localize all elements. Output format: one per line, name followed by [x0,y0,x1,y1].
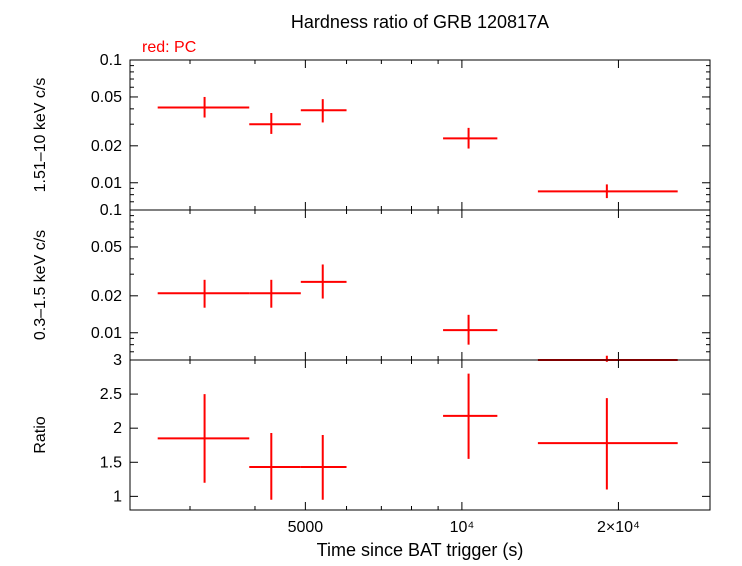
data-point-soft_band-0 [158,280,250,308]
ytick-label: 0.1 [100,52,122,69]
panel-frame-soft_band [130,210,710,360]
data-point-soft_band-3 [443,315,497,345]
ytick-label: 0.02 [91,288,122,305]
panel-frame-ratio [130,360,710,510]
ytick-label: 1.5 [100,454,122,471]
xtick-label: 10⁴ [450,519,475,536]
data-point-soft_band-4 [538,356,678,362]
data-point-hard_band-0 [158,97,250,118]
legend-annotation: red: PC [142,39,196,56]
ytick-label: 2.5 [100,386,122,403]
data-point-hard_band-2 [301,99,347,122]
data-point-ratio-2 [301,435,347,500]
chart-title: Hardness ratio of GRB 120817A [291,12,549,32]
ytick-label: 3 [113,352,122,369]
data-point-ratio-1 [249,433,301,500]
ytick-label: 0.01 [91,175,122,192]
data-point-hard_band-3 [443,128,497,149]
data-point-ratio-4 [538,398,678,489]
data-point-hard_band-1 [249,113,301,134]
hardness-ratio-chart: Hardness ratio of GRB 120817A red: PC 0.01… [0,0,742,566]
data-point-soft_band-2 [301,264,347,298]
ylabel-hard_band: 1.51–10 keV c/s [32,78,49,193]
ytick-label: 0.02 [91,138,122,155]
ytick-label: 0.05 [91,239,122,256]
ytick-label: 0.05 [91,89,122,106]
panel-frame-hard_band [130,60,710,210]
ytick-label: 1 [113,488,122,505]
xtick-label: 2×10⁴ [597,519,640,536]
data-point-soft_band-1 [249,280,301,308]
ylabel-soft_band: 0.3–1.5 keV c/s [32,230,49,340]
xlabel: Time since BAT trigger (s) [317,540,524,560]
ylabel-ratio: Ratio [32,416,49,453]
xtick-label: 5000 [288,519,324,536]
data-point-ratio-0 [158,394,250,483]
data-point-ratio-3 [443,374,497,459]
ytick-label: 2 [113,420,122,437]
ytick-label: 0.01 [91,325,122,342]
data-point-hard_band-4 [538,184,678,198]
ytick-label: 0.1 [100,202,122,219]
